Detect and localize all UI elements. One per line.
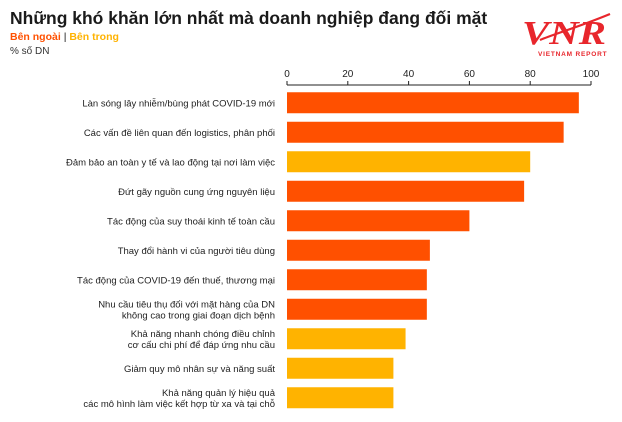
- bar: [287, 387, 394, 409]
- category-label-line: Đứt gãy nguồn cung ứng nguyên liệu: [118, 187, 275, 198]
- legend: Bên ngoài | Bên trong: [10, 31, 119, 43]
- category-label-line: Thay đổi hành vi của người tiêu dùng: [118, 246, 275, 257]
- bar: [287, 121, 564, 143]
- logo-subtitle: VIETNAM REPORT: [538, 51, 607, 58]
- category-label: Khả năng nhanh chóng điều chỉnh cơ cấu ch…: [128, 329, 275, 351]
- x-tick-label: 60: [464, 69, 476, 80]
- vietnam-report-logo: VNR VIETNAM REPORT: [522, 12, 611, 58]
- bar: [287, 357, 394, 379]
- category-label-line: không cao trong giai đoạn dịch bệnh: [122, 310, 275, 321]
- category-label-line: Tác động của COVID-19 đến thuế, thương m…: [77, 275, 275, 286]
- category-label-line: cơ cấu chi phí để đáp ứng nhu cầu: [128, 340, 275, 351]
- legend-separator: |: [63, 31, 67, 43]
- category-label: Đảm bảo an toàn y tế và lao động tại nơi…: [66, 157, 275, 168]
- category-label-line: Đảm bảo an toàn y tế và lao động tại nơi…: [66, 157, 275, 168]
- category-label: Các vấn đề liên quan đến logistics, phân…: [84, 128, 275, 139]
- x-tick-label: 0: [284, 69, 290, 80]
- bar: [287, 239, 430, 261]
- bar: [287, 328, 406, 350]
- category-label: Thay đổi hành vi của người tiêu dùng: [118, 246, 275, 257]
- x-tick-label: 40: [403, 69, 415, 80]
- category-label: Làn sóng lây nhiễm/bùng phát COVID-19 mớ…: [82, 98, 275, 109]
- category-label-line: các mô hình làm việc kết hợp từ xa và tạ…: [83, 399, 275, 410]
- category-label: Nhu cầu tiêu thụ đối với mặt hàng của DN…: [98, 299, 275, 321]
- bar: [287, 180, 525, 202]
- logo-swoosh: [539, 12, 611, 42]
- x-tick-label: 20: [342, 69, 354, 80]
- bar: [287, 92, 579, 114]
- legend-item-external: Bên ngoài: [10, 31, 61, 43]
- chart-title: Những khó khăn lớn nhất mà doanh nghiệp …: [10, 8, 488, 28]
- bar: [287, 269, 427, 291]
- x-tick-label: 80: [525, 69, 537, 80]
- category-label: Tác động của suy thoái kinh tế toàn cầu: [107, 216, 275, 227]
- bar: [287, 210, 470, 232]
- category-label-line: Làn sóng lây nhiễm/bùng phát COVID-19 mớ…: [82, 98, 275, 109]
- category-label: Giảm quy mô nhân sự và năng suất: [124, 364, 275, 375]
- category-label-line: Khả năng quản lý hiệu quả: [162, 388, 276, 399]
- category-label: Tác động của COVID-19 đến thuế, thương m…: [77, 275, 275, 286]
- bar: [287, 298, 427, 320]
- category-label-line: Giảm quy mô nhân sự và năng suất: [124, 364, 275, 375]
- category-label-line: Các vấn đề liên quan đến logistics, phân…: [84, 128, 275, 139]
- category-label-line: Nhu cầu tiêu thụ đối với mặt hàng của DN: [98, 299, 275, 310]
- legend-item-internal: Bên trong: [69, 31, 119, 43]
- category-label: Đứt gãy nguồn cung ứng nguyên liệu: [118, 187, 275, 198]
- unit-label: % số DN: [10, 46, 50, 57]
- x-tick-label: 100: [583, 69, 600, 80]
- bar: [287, 151, 531, 173]
- category-label: Khả năng quản lý hiệu quả các mô hình làm…: [83, 388, 275, 410]
- category-label-line: Khả năng nhanh chóng điều chỉnh: [131, 329, 275, 340]
- logo-mark: VNR: [522, 15, 606, 52]
- category-label-line: Tác động của suy thoái kinh tế toàn cầu: [107, 216, 275, 227]
